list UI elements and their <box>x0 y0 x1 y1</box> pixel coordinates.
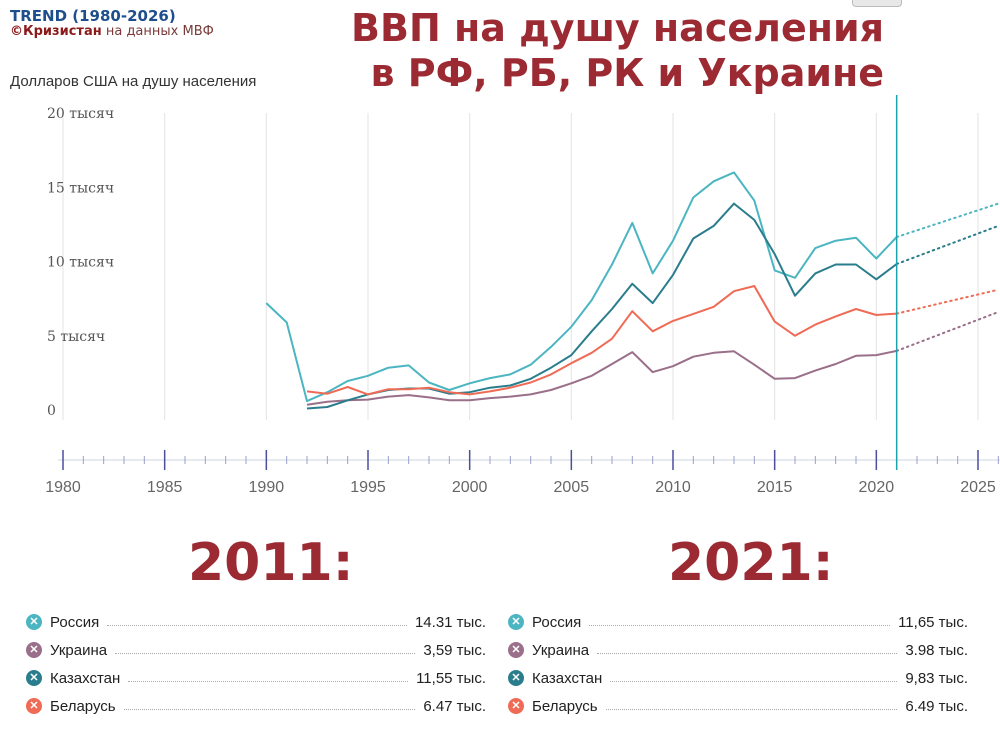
legend-2011: ✕ Россия 14.31 тыс. ✕ Украина 3,59 тыс. ✕ Казах… <box>26 608 486 720</box>
series-line-3 <box>307 286 897 394</box>
legend-value: 14.31 тыс. <box>415 614 486 631</box>
legend-country-name: Россия <box>532 614 581 631</box>
y-axis-label: Долларов США на душу населения <box>10 73 256 90</box>
headline-line2: в РФ, РБ, РК и Украине <box>351 51 884 96</box>
legend-country-name: Украина <box>50 642 107 659</box>
dotted-leader <box>610 681 897 682</box>
dotted-leader <box>115 653 415 654</box>
legend-country-name: Беларусь <box>50 698 116 715</box>
series-line-1 <box>307 351 897 405</box>
x-tick-label: 2020 <box>859 479 895 496</box>
legend-value: 9,83 тыс. <box>905 670 968 687</box>
legend-row: ✕ Россия 11,65 тыс. <box>508 608 968 636</box>
dotted-leader <box>589 625 890 626</box>
series-line-2 <box>307 204 897 409</box>
x-tick-label: 2000 <box>452 479 488 496</box>
legend-row: ✕ Казахстан 11,55 тыс. <box>26 664 486 692</box>
x-tick-label: 1990 <box>249 479 285 496</box>
legend-value: 6.47 тыс. <box>423 698 486 715</box>
x-tick-label: 2025 <box>960 479 996 496</box>
brand-title: TREND (1980-2026) <box>10 8 214 25</box>
credit-name: ©Кризистан <box>10 24 102 39</box>
brand-block: TREND (1980-2026) ©Кризистан на данных М… <box>10 8 214 40</box>
y-tick-label: 0 <box>47 403 56 419</box>
legend-row: ✕ Беларусь 6.47 тыс. <box>26 692 486 720</box>
legend-country-name: Россия <box>50 614 99 631</box>
series-forecast-1 <box>897 312 999 351</box>
legend-row: ✕ Казахстан 9,83 тыс. <box>508 664 968 692</box>
legend-value: 6.49 тыс. <box>905 698 968 715</box>
close-x-icon: ✕ <box>26 698 42 714</box>
legend-value: 3.98 тыс. <box>905 642 968 659</box>
x-tick-label: 2010 <box>655 479 691 496</box>
close-x-icon: ✕ <box>26 614 42 630</box>
x-tick-label: 1995 <box>350 479 386 496</box>
y-tick-label: 10 тысяч <box>47 255 114 271</box>
dotted-leader <box>128 681 408 682</box>
x-tick-label: 2005 <box>554 479 590 496</box>
close-x-icon: ✕ <box>508 698 524 714</box>
legend-country-name: Украина <box>532 642 589 659</box>
legend-row: ✕ Беларусь 6.49 тыс. <box>508 692 968 720</box>
legend-value: 11,55 тыс. <box>416 670 486 687</box>
x-tick-label: 2015 <box>757 479 793 496</box>
dotted-leader <box>606 709 898 710</box>
legend-value: 11,65 тыс. <box>898 614 968 631</box>
y-tick-label: 5 тысяч <box>47 329 105 345</box>
y-tick-label: 15 тысяч <box>47 180 114 196</box>
series-forecast-0 <box>897 204 999 237</box>
legend-country-name: Беларусь <box>532 698 598 715</box>
year-2021-heading: 2021: <box>668 533 834 593</box>
x-tick-label: 1985 <box>147 479 183 496</box>
legend-row: ✕ Украина 3,59 тыс. <box>26 636 486 664</box>
dotted-leader <box>597 653 897 654</box>
credit-source: на данных МВФ <box>106 24 214 39</box>
dotted-leader <box>107 625 407 626</box>
legend-2021: ✕ Россия 11,65 тыс. ✕ Украина 3.98 тыс. ✕ Казах… <box>508 608 968 720</box>
series-forecast-3 <box>897 290 999 314</box>
y-tick-label: 20 тысяч <box>47 106 114 122</box>
year-2011-heading: 2011: <box>188 533 354 593</box>
close-x-icon: ✕ <box>508 670 524 686</box>
legend-country-name: Казахстан <box>50 670 120 687</box>
legend-value: 3,59 тыс. <box>423 642 486 659</box>
chart-headline: ВВП на душу населения в РФ, РБ, РК и Укр… <box>351 6 884 96</box>
close-x-icon: ✕ <box>26 670 42 686</box>
close-x-icon: ✕ <box>26 642 42 658</box>
legend-row: ✕ Украина 3.98 тыс. <box>508 636 968 664</box>
gdp-line-chart: 20 тысяч 15 тысяч 10 тысяч 5 тысяч 0 1980 1985… <box>0 95 1000 505</box>
legend-country-name: Казахстан <box>532 670 602 687</box>
headline-line1: ВВП на душу населения <box>351 6 884 51</box>
dotted-leader <box>124 709 416 710</box>
close-x-icon: ✕ <box>508 642 524 658</box>
brand-credit: ©Кризистан на данных МВФ <box>10 25 214 40</box>
legend-row: ✕ Россия 14.31 тыс. <box>26 608 486 636</box>
x-tick-label: 1980 <box>45 479 81 496</box>
close-x-icon: ✕ <box>508 614 524 630</box>
